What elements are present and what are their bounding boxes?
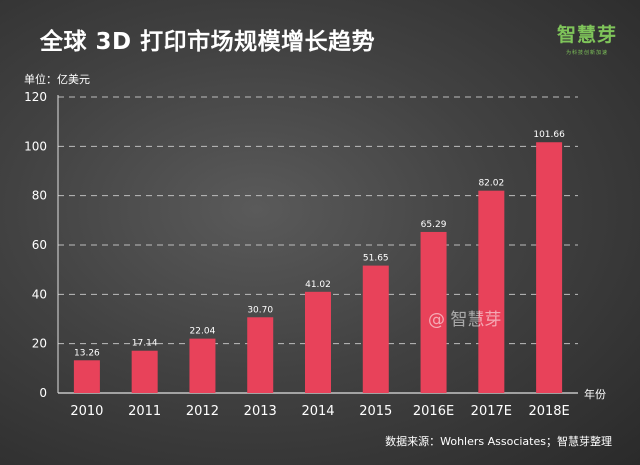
bar-value-label: 13.26 (74, 348, 100, 358)
bar (189, 338, 216, 393)
y-tick-label: 60 (32, 238, 47, 252)
brand-logo: 智慧芽 为科技创新加速 (552, 20, 622, 56)
y-tick-label: 120 (24, 90, 47, 104)
chart-title: 全球 3D 打印市场规模增长趋势 (40, 29, 376, 55)
x-tick-label: 2010 (70, 404, 103, 419)
bar (478, 190, 505, 393)
x-tick-label: 2013 (244, 404, 277, 419)
bar (305, 291, 331, 393)
bar-value-label: 101.66 (533, 130, 565, 140)
bar (536, 142, 563, 393)
x-tick-label: 2017E (471, 404, 512, 419)
bar-value-label: 17.14 (132, 339, 158, 349)
bar-value-label: 51.65 (363, 254, 389, 264)
x-tick-label: 2016E (413, 404, 454, 419)
y-tick-label: 40 (32, 287, 47, 301)
bar (362, 265, 389, 393)
watermark: @ 智慧芽 (428, 310, 502, 330)
x-tick-label: 2018E (528, 404, 569, 419)
source-note: 数据来源：Wohlers Associates；智慧芽整理 (385, 435, 612, 448)
y-tick-label: 20 (32, 337, 47, 351)
y-tick-label: 80 (32, 189, 47, 203)
bar (420, 231, 447, 393)
x-tick-label: 2014 (301, 404, 334, 419)
unit-label: 单位：亿美元 (24, 72, 90, 86)
x-tick-label: 2012 (186, 404, 219, 419)
y-tick-label: 100 (24, 139, 47, 153)
brand-logo-text: 智慧芽 (556, 24, 617, 46)
x-tick-label: 2015 (359, 404, 392, 419)
bar-value-label: 65.29 (421, 220, 447, 230)
bar-value-label: 22.04 (190, 327, 216, 337)
bar (73, 360, 100, 393)
bar-value-label: 41.02 (305, 280, 331, 290)
brand-logo-subtitle: 为科技创新加速 (565, 50, 608, 56)
bar (131, 350, 158, 393)
y-tick-label: 0 (39, 386, 47, 400)
x-axis-label: 年份 (584, 387, 606, 401)
bar (247, 317, 274, 393)
bar-value-label: 30.70 (247, 305, 273, 315)
x-tick-label: 2011 (128, 404, 161, 419)
bar-value-label: 82.02 (478, 179, 504, 189)
